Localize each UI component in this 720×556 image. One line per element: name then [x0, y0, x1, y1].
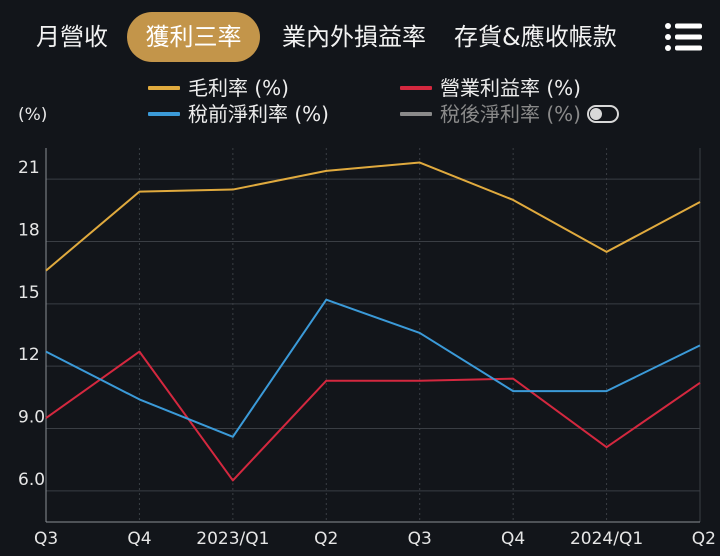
y-tick-label: 15 — [18, 283, 40, 303]
legend-swatch-gross-margin — [148, 85, 180, 90]
tab-bar: 月營收 獲利三率 業內外損益率 存貨&應收帳款 — [0, 0, 650, 76]
x-tick-label: Q2 — [692, 529, 716, 549]
x-tick-label: Q3 — [34, 529, 58, 549]
tab-monthly-revenue[interactable]: 月營收 — [36, 23, 108, 51]
y-tick-label: 18 — [18, 221, 40, 241]
list-menu-icon[interactable] — [664, 22, 704, 52]
legend-swatch-pretax-margin — [148, 111, 180, 116]
legend-pretax-margin[interactable]: 稅前淨利率 (%) — [148, 101, 329, 127]
legend-label: 稅後淨利率 (%) — [440, 102, 581, 126]
x-tick-label: Q4 — [127, 529, 151, 549]
y-tick-label: 9.0 — [18, 408, 45, 428]
series-line — [45, 298, 701, 438]
legend-label: 稅前淨利率 (%) — [188, 102, 329, 126]
x-tick-label: 2023/Q1 — [196, 529, 269, 549]
legend-swatch-net-margin — [400, 111, 432, 116]
tab-inventory-receivables[interactable]: 存貨&應收帳款 — [454, 23, 617, 51]
legend-swatch-operating-margin — [400, 85, 432, 90]
y-tick-label: 21 — [18, 158, 40, 178]
legend-label: 毛利率 (%) — [188, 76, 289, 100]
x-tick-label: 2024/Q1 — [570, 529, 643, 549]
x-tick-label: Q2 — [314, 529, 338, 549]
legend-gross-margin[interactable]: 毛利率 (%) — [148, 75, 289, 101]
y-tick-label: 6.0 — [18, 470, 45, 490]
legend-label: 營業利益率 (%) — [440, 76, 581, 100]
tab-profit-ratios[interactable]: 獲利三率 — [127, 12, 260, 62]
series-line — [45, 350, 701, 482]
x-tick-label: Q3 — [408, 529, 432, 549]
toggle-knob — [589, 107, 602, 120]
series-line — [45, 161, 701, 272]
x-tick-label: Q4 — [501, 529, 525, 549]
net-margin-toggle[interactable] — [586, 104, 619, 123]
tab-non-operating-ratio[interactable]: 業內外損益率 — [282, 23, 426, 51]
legend-net-margin[interactable]: 稅後淨利率 (%) — [400, 101, 619, 127]
y-axis-unit: (%) — [18, 105, 48, 125]
y-tick-label: 12 — [18, 345, 40, 365]
legend-operating-margin[interactable]: 營業利益率 (%) — [400, 75, 581, 101]
